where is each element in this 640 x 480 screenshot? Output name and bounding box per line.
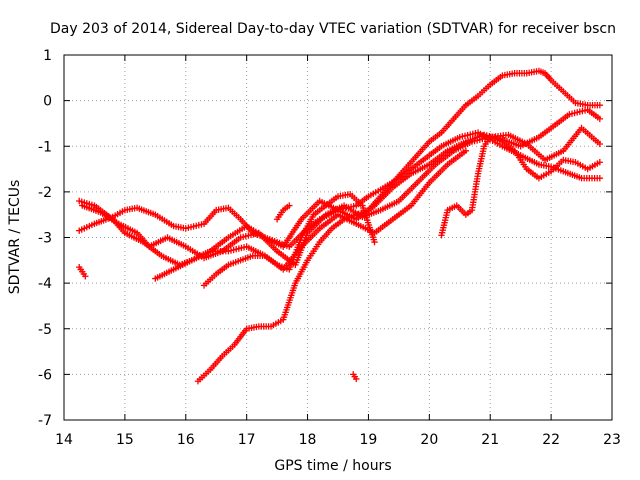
series-arc-10 <box>350 371 360 383</box>
series-arc-5 <box>194 67 604 385</box>
series-arc-6 <box>200 190 378 289</box>
x-tick-label: 20 <box>420 432 438 448</box>
y-tick-label: 0 <box>43 94 52 110</box>
data-point <box>596 140 604 148</box>
x-tick-label: 23 <box>603 432 621 448</box>
data-point <box>353 375 360 383</box>
data-point <box>371 238 378 246</box>
x-axis-label: GPS time / hours <box>274 458 391 474</box>
x-tick-label: 18 <box>299 432 317 448</box>
y-tick-label: -7 <box>38 413 52 429</box>
data-point <box>286 202 293 209</box>
y-tick-label: -1 <box>38 139 52 155</box>
x-tick-label: 22 <box>542 432 560 448</box>
x-tick-label: 21 <box>481 432 499 448</box>
data-point <box>596 115 604 123</box>
x-tick-label: 15 <box>116 432 134 448</box>
tick-labels: 14 15 16 17 18 19 20 21 22 23 -7 -6 -5 -4 -3 -2 -1 0 1 <box>38 48 621 448</box>
chart-title: Day 203 of 2014, Sidereal Day-to-day VTE… <box>50 21 616 37</box>
y-tick-label: -4 <box>38 276 52 292</box>
data-point <box>596 159 604 166</box>
series-arc-7 <box>273 202 293 223</box>
plot-frame <box>63 54 613 421</box>
series-arc-9 <box>76 263 89 280</box>
data-point <box>82 273 89 280</box>
data-point <box>596 101 604 109</box>
y-tick-label: -6 <box>38 367 52 383</box>
y-axis-label: SDTVAR / TECUs <box>7 180 23 295</box>
series-arc-8 <box>438 133 604 239</box>
y-tick-label: -5 <box>38 322 52 338</box>
data-points <box>76 67 604 385</box>
x-tick-label: 17 <box>238 432 256 448</box>
y-tick-label: -3 <box>38 231 52 247</box>
data-point <box>462 147 470 155</box>
x-tick-label: 14 <box>55 432 73 448</box>
series-arc-4 <box>152 147 470 282</box>
y-tick-label: 1 <box>43 48 52 64</box>
data-point <box>596 174 604 182</box>
y-tick-label: -2 <box>38 185 52 201</box>
x-tick-label: 19 <box>360 432 378 448</box>
x-tick-label: 16 <box>177 432 195 448</box>
